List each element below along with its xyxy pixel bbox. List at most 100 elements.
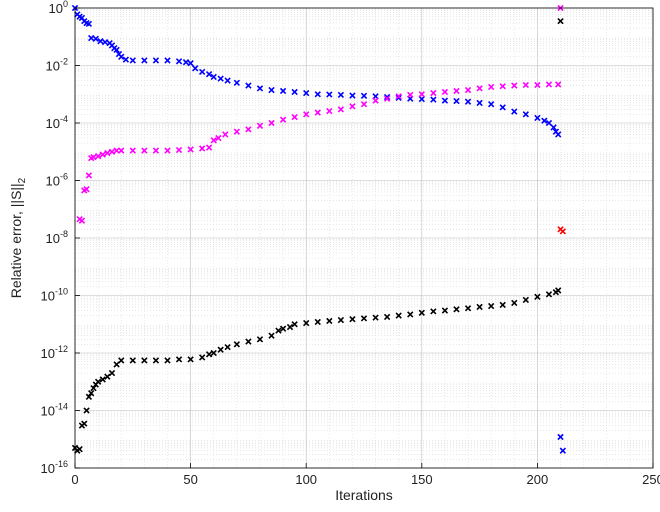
data-point	[224, 343, 231, 351]
series-0	[71, 4, 562, 138]
data-point	[441, 307, 449, 314]
data-point	[94, 153, 102, 160]
data-point	[550, 124, 557, 131]
data-point	[224, 77, 231, 84]
data-point	[522, 296, 530, 304]
data-point	[395, 93, 402, 100]
data-point	[372, 314, 379, 321]
data-point	[78, 217, 86, 224]
data-point	[522, 81, 530, 89]
data-point	[418, 309, 425, 316]
data-point	[187, 60, 194, 67]
data-points	[71, 4, 566, 454]
data-point	[175, 356, 183, 363]
y-tick-label: 10-6	[46, 172, 68, 189]
data-point	[141, 357, 148, 364]
data-point	[129, 147, 136, 154]
data-point	[337, 316, 345, 324]
data-point	[129, 57, 136, 64]
data-point	[205, 70, 213, 78]
series-4	[557, 433, 566, 454]
data-point	[233, 79, 241, 86]
data-point	[152, 147, 160, 154]
data-point	[291, 113, 298, 121]
data-point	[85, 172, 93, 179]
data-point	[222, 131, 229, 138]
data-point	[407, 311, 414, 318]
data-point	[326, 91, 333, 98]
data-point	[453, 97, 460, 105]
data-point	[104, 149, 111, 157]
y-axis-label: Relative error, ||S||2	[8, 177, 28, 298]
y-axis-label-subscript: 2	[17, 177, 28, 183]
data-point	[534, 114, 541, 122]
data-point	[101, 38, 109, 46]
data-point	[192, 65, 199, 72]
data-point	[337, 91, 345, 99]
data-point	[511, 82, 518, 89]
data-point	[279, 116, 287, 123]
y-tick-label: 10-14	[41, 402, 68, 419]
data-point	[233, 341, 241, 348]
data-point	[430, 89, 437, 97]
data-point	[476, 85, 483, 92]
data-point	[303, 319, 310, 327]
data-point	[476, 99, 483, 107]
data-point	[286, 323, 294, 331]
data-point	[233, 128, 241, 135]
data-point	[268, 86, 275, 94]
data-point	[217, 346, 224, 353]
data-point	[487, 83, 495, 91]
data-point	[97, 38, 104, 45]
x-axis-label: Iterations	[335, 487, 393, 503]
data-point	[326, 317, 333, 325]
data-point	[164, 57, 171, 64]
data-point	[205, 144, 213, 151]
data-point	[541, 117, 548, 124]
data-point	[395, 312, 402, 319]
y-tick-label: 100	[49, 0, 68, 16]
data-point	[476, 303, 483, 311]
data-point	[559, 447, 566, 454]
data-point	[441, 88, 449, 96]
data-point	[360, 315, 368, 322]
data-point	[557, 17, 564, 25]
y-tick-label: 10-12	[41, 344, 68, 361]
data-point	[555, 131, 562, 138]
data-point	[279, 325, 287, 332]
data-point	[175, 146, 183, 154]
data-point	[118, 53, 125, 61]
data-point	[557, 433, 564, 441]
data-point	[383, 93, 391, 101]
data-point	[418, 95, 425, 103]
data-point	[118, 357, 125, 364]
y-tick-label: 10-16	[41, 459, 68, 476]
y-axis-label-main: Relative error, ||S||	[8, 183, 24, 298]
data-point	[464, 98, 472, 105]
data-point	[511, 108, 518, 115]
data-point	[407, 91, 414, 99]
data-point	[372, 97, 379, 104]
data-point	[430, 96, 437, 103]
data-point	[83, 185, 90, 193]
data-point	[256, 336, 264, 343]
data-point	[487, 101, 495, 108]
data-point	[275, 327, 282, 334]
data-point	[337, 106, 345, 113]
y-tick-label: 10-4	[46, 114, 68, 131]
data-point	[198, 354, 206, 361]
data-point	[383, 313, 391, 321]
data-point	[545, 119, 553, 127]
y-tick-label: 10-8	[46, 229, 68, 246]
data-point	[555, 287, 562, 294]
data-point	[164, 357, 171, 364]
data-point	[499, 301, 506, 309]
data-point	[198, 145, 206, 152]
data-point	[76, 446, 83, 453]
data-point	[279, 87, 287, 95]
data-point	[164, 147, 171, 154]
data-point	[210, 73, 217, 81]
data-point	[99, 376, 106, 383]
y-tick-label: 10-10	[41, 287, 68, 304]
